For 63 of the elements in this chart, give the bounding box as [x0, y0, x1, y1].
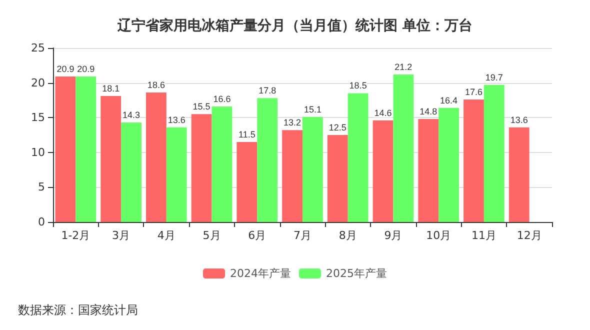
- x-tick-label: 9月: [384, 229, 402, 242]
- bar: [282, 130, 302, 222]
- bar: [166, 127, 187, 222]
- bar: [327, 135, 348, 222]
- bar: [212, 106, 232, 222]
- bar: [76, 76, 96, 222]
- bar: [191, 114, 212, 222]
- data-label: 16.4: [440, 95, 458, 106]
- data-label: 12.5: [328, 122, 346, 132]
- y-tick-label: 10: [31, 146, 45, 159]
- y-tick-label: 5: [38, 180, 45, 194]
- source-note: 数据来源：国家统计局: [18, 303, 138, 317]
- data-label: 19.7: [485, 72, 503, 82]
- data-label: 18.6: [147, 80, 165, 90]
- bar: [55, 76, 76, 222]
- legend-label: 2025年产量: [326, 267, 387, 280]
- data-label: 16.6: [213, 94, 231, 104]
- bar: [100, 96, 122, 222]
- chart-title: 辽宁省家用电冰箱产量分月（当月值）统计图 单位：万台: [116, 17, 472, 34]
- data-label: 11.5: [238, 129, 256, 140]
- x-tick-label: 5月: [202, 229, 221, 242]
- data-label: 17.8: [258, 86, 276, 96]
- x-tick-label: 3月: [112, 229, 130, 242]
- data-label: 17.6: [464, 87, 483, 98]
- bar: [464, 100, 484, 222]
- data-label: 14.6: [374, 108, 392, 118]
- bar: [484, 84, 504, 222]
- data-label: 13.6: [168, 114, 186, 125]
- bar: [418, 118, 439, 222]
- x-tick-label: 8月: [338, 229, 357, 242]
- bar: [393, 74, 414, 222]
- x-tick-label: 1-2月: [61, 229, 90, 242]
- y-tick-label: 15: [31, 111, 45, 124]
- legend-label: 2024年产量: [230, 267, 292, 280]
- bar: [257, 98, 278, 222]
- data-label: 13.6: [510, 114, 528, 125]
- data-label: 15.1: [304, 104, 322, 114]
- bar: [236, 142, 258, 222]
- y-tick-label: 25: [31, 42, 45, 54]
- data-label: 20.9: [56, 64, 74, 74]
- data-label: 13.2: [284, 118, 302, 128]
- x-tick-label: 10月: [426, 229, 452, 242]
- bar: [146, 92, 166, 222]
- bar: [121, 122, 142, 222]
- y-tick-label: 0: [38, 216, 45, 228]
- data-label: 18.1: [102, 84, 120, 94]
- bar: [438, 108, 460, 222]
- x-tick-label: 7月: [294, 229, 312, 242]
- bar: [348, 93, 368, 222]
- x-tick-label: 11月: [471, 229, 496, 242]
- bar: [508, 127, 530, 222]
- bar: [302, 116, 323, 222]
- data-label: 15.5: [192, 102, 210, 112]
- y-tick-label: 20: [31, 76, 45, 90]
- data-label: 18.5: [349, 80, 367, 91]
- x-tick-label: 12月: [516, 229, 542, 242]
- bar: [372, 120, 394, 222]
- x-tick-label: 4月: [157, 229, 176, 242]
- data-label: 14.8: [420, 106, 438, 116]
- x-tick-label: 6月: [248, 229, 266, 242]
- data-label: 14.3: [122, 110, 140, 120]
- data-label: 20.9: [77, 64, 95, 74]
- data-label: 21.2: [394, 62, 412, 72]
